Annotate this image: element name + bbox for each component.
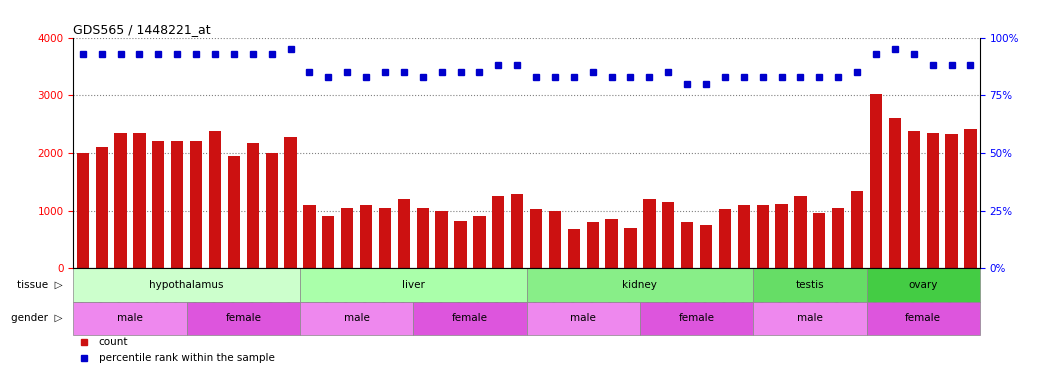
Bar xyxy=(794,196,807,268)
Bar xyxy=(813,213,826,268)
Bar xyxy=(413,302,527,335)
Bar xyxy=(73,268,300,302)
Bar xyxy=(640,302,754,335)
Bar xyxy=(303,205,315,268)
Bar xyxy=(851,191,864,268)
Text: male: male xyxy=(796,313,823,323)
Bar xyxy=(908,131,920,268)
Bar xyxy=(209,131,221,268)
Bar xyxy=(681,222,694,268)
Bar xyxy=(171,141,183,268)
Bar xyxy=(359,205,372,268)
Bar xyxy=(776,204,788,268)
Bar xyxy=(700,225,713,268)
Bar xyxy=(549,211,561,268)
Bar xyxy=(378,208,391,268)
Bar xyxy=(436,211,447,268)
Bar xyxy=(493,196,504,268)
Text: male: male xyxy=(344,313,370,323)
Bar xyxy=(643,199,655,268)
Bar xyxy=(870,94,882,268)
Bar xyxy=(455,221,466,268)
Bar xyxy=(964,129,977,268)
Text: female: female xyxy=(905,313,941,323)
Bar xyxy=(662,202,675,268)
Bar xyxy=(152,141,165,268)
Bar xyxy=(625,228,636,268)
Bar xyxy=(606,219,617,268)
Text: percentile rank within the sample: percentile rank within the sample xyxy=(99,353,275,363)
Bar xyxy=(526,268,754,302)
Bar xyxy=(889,118,901,268)
Bar xyxy=(77,153,89,268)
Bar xyxy=(754,268,867,302)
Bar xyxy=(738,205,750,268)
Bar xyxy=(832,208,845,268)
Bar xyxy=(754,302,867,335)
Text: hypothalamus: hypothalamus xyxy=(150,280,224,290)
Text: gender  ▷: gender ▷ xyxy=(10,313,63,323)
Bar xyxy=(265,153,278,268)
Bar xyxy=(114,133,127,268)
Text: liver: liver xyxy=(401,280,424,290)
Bar xyxy=(568,229,580,268)
Bar xyxy=(73,302,187,335)
Bar xyxy=(587,222,598,268)
Bar xyxy=(187,302,300,335)
Bar xyxy=(526,302,640,335)
Bar xyxy=(757,205,769,268)
Text: ovary: ovary xyxy=(909,280,938,290)
Bar xyxy=(926,133,939,268)
Text: female: female xyxy=(679,313,715,323)
Text: tissue  ▷: tissue ▷ xyxy=(17,280,63,290)
Bar xyxy=(398,199,410,268)
Bar xyxy=(322,216,334,268)
Bar xyxy=(417,208,429,268)
Text: testis: testis xyxy=(795,280,824,290)
Bar xyxy=(511,194,523,268)
Bar xyxy=(945,135,958,268)
Bar xyxy=(95,147,108,268)
Text: male: male xyxy=(117,313,143,323)
Bar xyxy=(300,302,413,335)
Bar xyxy=(867,302,980,335)
Text: count: count xyxy=(99,337,128,347)
Bar xyxy=(133,133,146,268)
Text: female: female xyxy=(225,313,261,323)
Bar xyxy=(530,210,542,268)
Text: kidney: kidney xyxy=(623,280,657,290)
Bar xyxy=(719,209,732,268)
Bar xyxy=(867,268,980,302)
Bar xyxy=(474,216,485,268)
Text: male: male xyxy=(570,313,596,323)
Bar xyxy=(227,156,240,268)
Bar xyxy=(300,268,526,302)
Text: GDS565 / 1448221_at: GDS565 / 1448221_at xyxy=(73,23,211,36)
Bar xyxy=(246,143,259,268)
Text: female: female xyxy=(452,313,488,323)
Bar xyxy=(341,208,353,268)
Bar xyxy=(284,137,297,268)
Bar xyxy=(190,141,202,268)
